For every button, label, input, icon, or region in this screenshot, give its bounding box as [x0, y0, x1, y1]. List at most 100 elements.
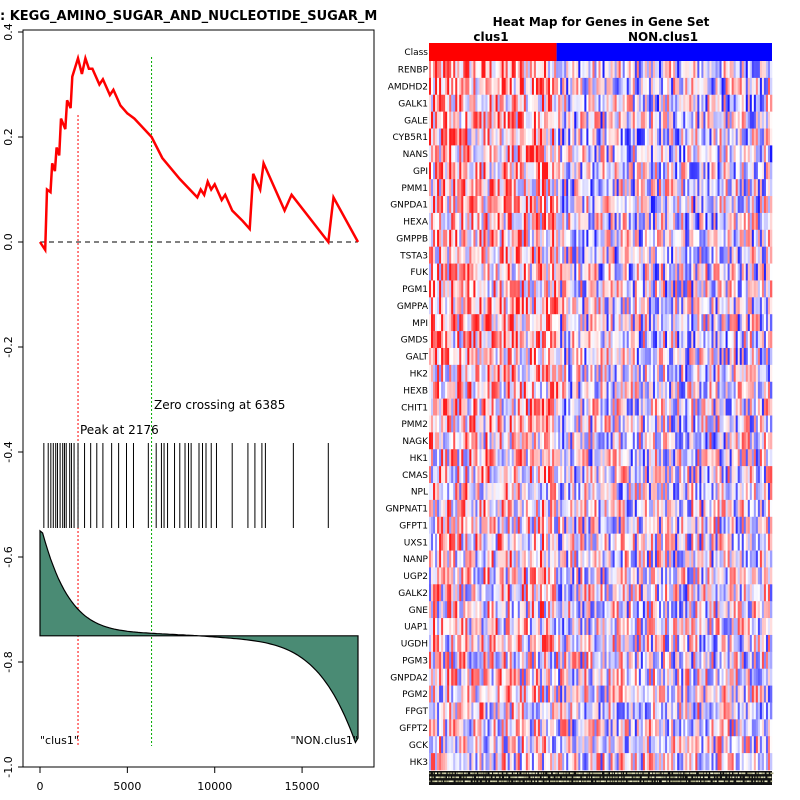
heatmap-cell — [717, 179, 720, 197]
heatmap-cell — [578, 128, 581, 146]
heatmap-cell — [455, 77, 458, 96]
heatmap-cell — [449, 212, 452, 231]
heatmap-cell — [769, 381, 773, 399]
heatmap-cell — [475, 415, 478, 433]
heatmap-cell — [489, 94, 492, 112]
heatmap-cell — [467, 162, 470, 180]
heatmap-cell — [604, 229, 607, 247]
heatmap-cell — [537, 94, 541, 112]
heatmap-cell — [677, 111, 680, 129]
heatmap-cell — [671, 246, 674, 264]
heatmap-cell — [630, 499, 634, 518]
heatmap-cell — [719, 61, 722, 79]
heatmap-cell — [505, 229, 508, 247]
heatmap-cell — [546, 280, 549, 298]
heatmap-cell — [453, 449, 456, 467]
heatmap-cell — [550, 347, 553, 366]
heatmap-cell — [632, 516, 636, 534]
heatmap-cell — [634, 111, 638, 129]
heatmap-cell — [697, 77, 700, 96]
heatmap-cell — [602, 347, 605, 366]
heatmap-cell — [646, 297, 650, 315]
heatmap-cell — [550, 415, 553, 433]
heatmap-cell — [511, 533, 515, 551]
heatmap-cell — [499, 196, 502, 214]
heatmap-cell — [439, 111, 442, 129]
heatmap-cell — [644, 263, 648, 281]
heatmap-cell — [568, 533, 571, 551]
heatmap-cell — [592, 449, 595, 467]
heatmap-cell — [765, 499, 769, 518]
heatmap-cell — [739, 331, 743, 349]
heatmap-cell — [457, 381, 460, 399]
heatmap-cell — [469, 297, 472, 315]
heatmap-cell — [642, 145, 646, 163]
heatmap-cell — [622, 94, 626, 112]
heatmap-cell — [767, 432, 771, 450]
heatmap-cell — [552, 415, 555, 433]
heatmap-cell — [705, 61, 708, 79]
heatmap-cell — [741, 381, 745, 399]
heatmap-cell — [683, 347, 686, 366]
heatmap-cell — [467, 246, 470, 264]
heatmap-cell — [493, 449, 496, 467]
heatmap-cell — [751, 331, 755, 349]
heatmap-cell — [523, 432, 527, 450]
heatmap-cell — [491, 61, 494, 79]
heatmap-cell — [566, 111, 569, 129]
heatmap-cell — [578, 212, 581, 231]
heatmap-cell — [521, 128, 525, 146]
heatmap-cell — [731, 347, 734, 366]
heatmap-cell — [709, 61, 712, 79]
heatmap-cell — [509, 196, 513, 214]
heatmap-cell — [560, 145, 563, 163]
heatmap-cell — [447, 314, 450, 332]
heatmap-cell — [594, 246, 597, 264]
heatmap-cell — [568, 516, 571, 534]
heatmap-cell — [447, 111, 450, 129]
heatmap-cell — [747, 516, 751, 534]
heatmap-cell — [491, 398, 494, 416]
heatmap-cell — [733, 280, 736, 298]
heatmap-cell — [439, 297, 442, 315]
heatmap-cell — [757, 516, 761, 534]
heatmap-cell — [455, 398, 458, 416]
heatmap-cell — [523, 516, 527, 534]
heatmap-cell — [560, 415, 563, 433]
heatmap-cell — [435, 483, 438, 501]
heatmap-cell — [451, 162, 454, 180]
heatmap-cell — [693, 314, 696, 332]
heatmap-cell — [602, 314, 605, 332]
heatmap-cell — [628, 77, 632, 96]
heatmap-cell — [469, 111, 472, 129]
heatmap-cell — [610, 263, 613, 281]
heatmap-cell — [679, 61, 682, 79]
heatmap-cell — [521, 212, 525, 231]
heatmap-cell — [572, 415, 575, 433]
heatmap-cell — [759, 263, 763, 281]
heatmap-cell — [759, 449, 763, 467]
heatmap-cell — [453, 280, 456, 298]
heatmap-cell — [489, 61, 492, 79]
heatmap-cell — [469, 229, 472, 247]
heatmap-cell — [435, 229, 438, 247]
heatmap-cell — [533, 179, 537, 197]
heatmap-cell — [562, 533, 565, 551]
heatmap-cell — [608, 212, 611, 231]
heatmap-cell — [519, 128, 523, 146]
heatmap-cell — [435, 145, 438, 163]
heatmap-cell — [725, 179, 728, 197]
heatmap-cell — [729, 196, 732, 214]
heatmap-cell — [630, 263, 634, 281]
heatmap-cell — [600, 314, 603, 332]
heatmap-cell — [463, 145, 466, 163]
heatmap-cell — [445, 162, 448, 180]
heatmap-cell — [687, 196, 690, 214]
heatmap-cell — [757, 466, 761, 484]
heatmap-cell — [667, 246, 670, 264]
heatmap-cell — [574, 196, 577, 214]
heatmap-cell — [531, 314, 535, 332]
heatmap-cell — [537, 331, 541, 349]
heatmap-cell — [491, 229, 494, 247]
heatmap-cell — [541, 398, 545, 416]
